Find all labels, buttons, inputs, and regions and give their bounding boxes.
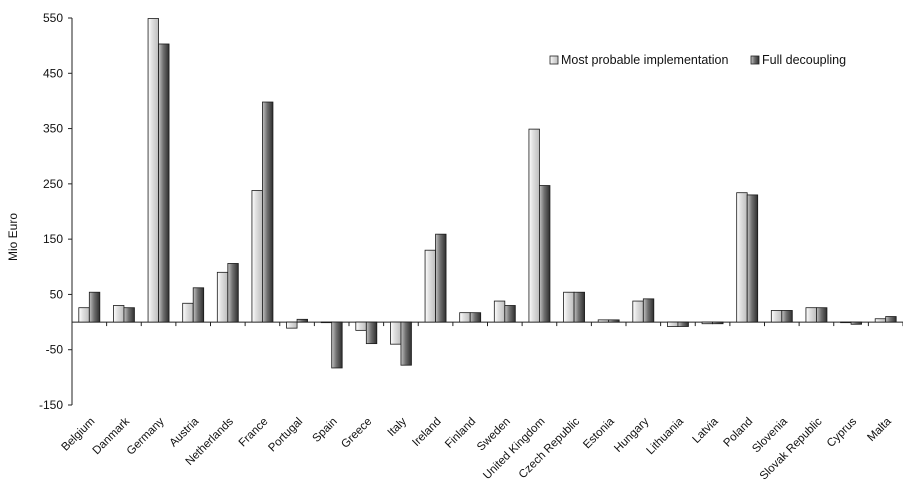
- legend-swatch-most-probable: [549, 55, 559, 65]
- bar-malta-full-decoupling: [885, 316, 897, 323]
- bar-estonia-most-probable: [597, 319, 610, 323]
- bar-estonia-full-decoupling: [608, 319, 620, 323]
- bar-france-most-probable: [251, 190, 263, 323]
- category-label-poland: Poland: [722, 416, 756, 450]
- bar-belgium-full-decoupling: [88, 291, 101, 323]
- bar-united-kingdom-full-decoupling: [539, 185, 551, 323]
- bar-united-kingdom-most-probable: [528, 128, 540, 323]
- y-tick-label: -50: [46, 343, 64, 357]
- bar-finland-most-probable: [459, 312, 471, 323]
- category-label-finland: Finland: [443, 416, 478, 451]
- y-tick-label: -150: [39, 398, 63, 412]
- category-label-united-kingdom: United Kingdom: [481, 416, 547, 482]
- y-tick-label: 50: [50, 287, 64, 301]
- bar-latvia-full-decoupling: [712, 321, 724, 325]
- legend: Most probable implementation Full decoup…: [549, 53, 846, 67]
- category-label-slovak-republic: Slovak Republic: [758, 415, 825, 482]
- bar-italy-most-probable: [390, 321, 402, 345]
- y-tick-label: 150: [43, 232, 63, 246]
- bar-poland-full-decoupling: [746, 194, 759, 323]
- category-label-malta: Malta: [865, 415, 894, 444]
- category-label-germany: Germany: [125, 415, 167, 457]
- axes: 550 450 350 250 150 50 -50 -150: [39, 11, 903, 412]
- category-label-ireland: Ireland: [410, 416, 443, 449]
- bar-sweden-most-probable: [493, 300, 506, 323]
- bar-ireland-most-probable: [424, 249, 436, 323]
- category-label-cyprus: Cyprus: [825, 415, 859, 449]
- bar-poland-most-probable: [736, 192, 748, 323]
- bar-cyprus-full-decoupling: [850, 321, 862, 325]
- bar-portugal-full-decoupling: [296, 318, 308, 323]
- bar-danmark-most-probable: [113, 305, 125, 323]
- bar-sweden-full-decoupling: [504, 305, 516, 323]
- bar-belgium-most-probable: [78, 307, 90, 323]
- bar-netherlands-full-decoupling: [227, 263, 239, 323]
- y-tick-label: 350: [43, 122, 63, 136]
- bar-germany-full-decoupling: [158, 43, 170, 323]
- category-label-spain: Spain: [311, 416, 340, 445]
- bar-hungary-most-probable: [632, 300, 644, 323]
- bar-lithuania-most-probable: [667, 321, 679, 327]
- legend-label-most-probable: Most probable implementation: [561, 53, 728, 67]
- bar-spain-most-probable: [320, 321, 333, 324]
- bar-hungary-full-decoupling: [642, 298, 655, 323]
- category-label-france: France: [237, 416, 271, 450]
- bar-czech-republic-most-probable: [563, 291, 575, 323]
- bar-germany-most-probable: [147, 18, 159, 323]
- category-label-greece: Greece: [339, 416, 374, 451]
- bar-slovak-republic-full-decoupling: [816, 307, 828, 323]
- bar-greece-full-decoupling: [365, 321, 378, 345]
- y-axis-label: Mio Euro: [6, 213, 20, 261]
- bar-czech-republic-full-decoupling: [573, 291, 585, 323]
- y-tick-label: 450: [43, 66, 63, 80]
- bar-cyprus-most-probable: [840, 321, 852, 324]
- bar-danmark-full-decoupling: [123, 307, 135, 323]
- bar-italy-full-decoupling: [400, 321, 412, 366]
- bar-lithuania-full-decoupling: [677, 321, 689, 327]
- bar-finland-full-decoupling: [469, 312, 482, 323]
- category-label-italy: Italy: [386, 415, 410, 439]
- bar-france-full-decoupling: [262, 101, 274, 323]
- bar-austria-most-probable: [182, 302, 194, 323]
- bar-slovak-republic-most-probable: [805, 307, 817, 323]
- category-label-lithuania: Lithuania: [645, 415, 687, 457]
- bar-austria-full-decoupling: [192, 287, 205, 323]
- category-label-czech-republic: Czech Republic: [517, 415, 583, 481]
- y-tick-label: 550: [43, 11, 63, 25]
- category-label-latvia: Latvia: [690, 415, 721, 446]
- legend-label-full-decoupling: Full decoupling: [762, 53, 846, 67]
- y-tick-label: 250: [43, 177, 63, 191]
- bars-group: [78, 18, 897, 369]
- bar-spain-full-decoupling: [331, 321, 343, 369]
- legend-swatch-full-decoupling: [750, 55, 760, 65]
- bar-portugal-most-probable: [286, 321, 298, 329]
- bar-slovenia-most-probable: [770, 310, 783, 323]
- bar-latvia-most-probable: [701, 321, 713, 325]
- category-label-portugal: Portugal: [266, 416, 305, 455]
- bar-netherlands-most-probable: [216, 271, 229, 323]
- bar-ireland-full-decoupling: [435, 233, 447, 323]
- bar-slovenia-full-decoupling: [781, 310, 793, 323]
- bar-malta-most-probable: [874, 318, 887, 323]
- category-label-austria: Austria: [168, 415, 202, 449]
- bar-greece-most-probable: [355, 321, 367, 331]
